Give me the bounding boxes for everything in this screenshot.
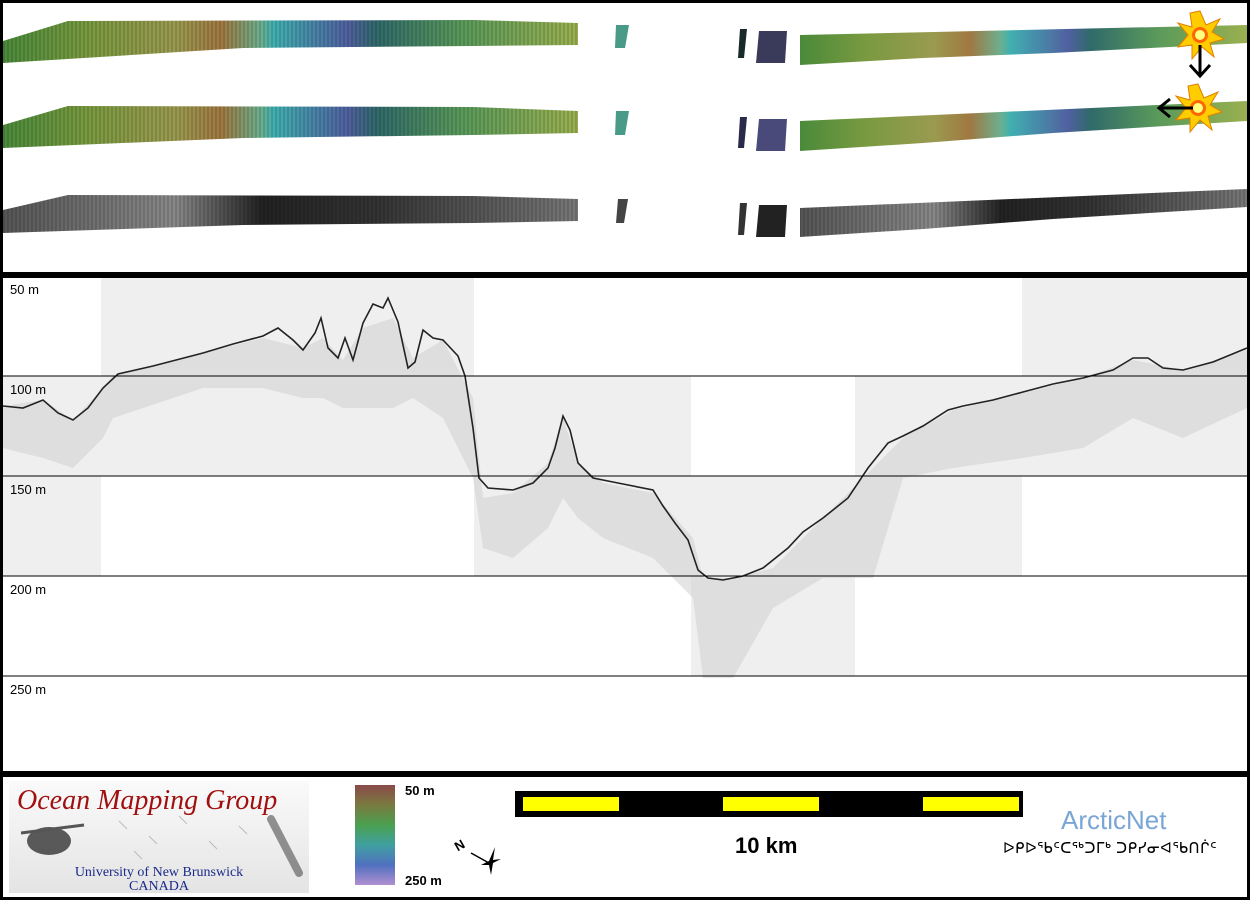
- map-strips-panel: [3, 3, 1247, 272]
- depth-label-100: 100 m: [10, 382, 47, 397]
- bathymetry-strip-2: [3, 101, 1247, 151]
- scale-bar-label: 10 km: [735, 833, 798, 858]
- logo-seafloor-image: [20, 815, 303, 877]
- depth-label-150: 150 m: [10, 482, 47, 497]
- seabed-profile-line: [3, 296, 1247, 581]
- explosion-icon: [1176, 10, 1226, 61]
- svg-text:N: N: [452, 836, 468, 854]
- explosion-icon: [1174, 83, 1224, 134]
- arcticnet-subtitle: ᐅᑭᐅᖃᑦᑕᖅᑐᒥᒃ ᑐᑭᓯᓂᐊᖃᑎᒌᑦ: [1003, 840, 1217, 857]
- swath-strips: [3, 10, 1247, 237]
- profile-plot: [3, 278, 1247, 678]
- depth-grid: [3, 375, 1247, 677]
- footer-panel: Ocean Mapping Group University of New Br…: [3, 777, 1247, 897]
- logo-title: Ocean Mapping Group: [17, 785, 278, 816]
- sub-bottom-profile-panel: 50 m 100 m 150 m 200 m 250 m: [3, 278, 1247, 771]
- logo-university: University of New Brunswick: [74, 865, 244, 880]
- depth-label-250: 250 m: [10, 682, 47, 697]
- scale-bar: [515, 791, 1023, 817]
- colorbar-top-label: 50 m: [405, 783, 435, 798]
- ocean-mapping-group-logo: Ocean Mapping Group University of New Br…: [9, 781, 309, 893]
- depth-label-200: 200 m: [10, 582, 47, 597]
- left-arrow-icon: [1156, 97, 1193, 119]
- colorbar-bottom-label: 250 m: [405, 873, 442, 888]
- backscatter-strip: [3, 189, 1247, 237]
- logo-country: CANADA: [129, 879, 189, 893]
- down-arrow-icon: [1188, 45, 1212, 79]
- arcticnet-title: ArcticNet: [1061, 805, 1167, 835]
- depth-label-50: 50 m: [10, 282, 39, 297]
- depth-colorbar: [355, 785, 395, 885]
- subbottom-scatter: [3, 318, 1247, 678]
- profile-data-windows: [3, 278, 1247, 676]
- bathymetry-strip-1: [3, 20, 1247, 65]
- north-arrow-icon: N: [452, 836, 501, 875]
